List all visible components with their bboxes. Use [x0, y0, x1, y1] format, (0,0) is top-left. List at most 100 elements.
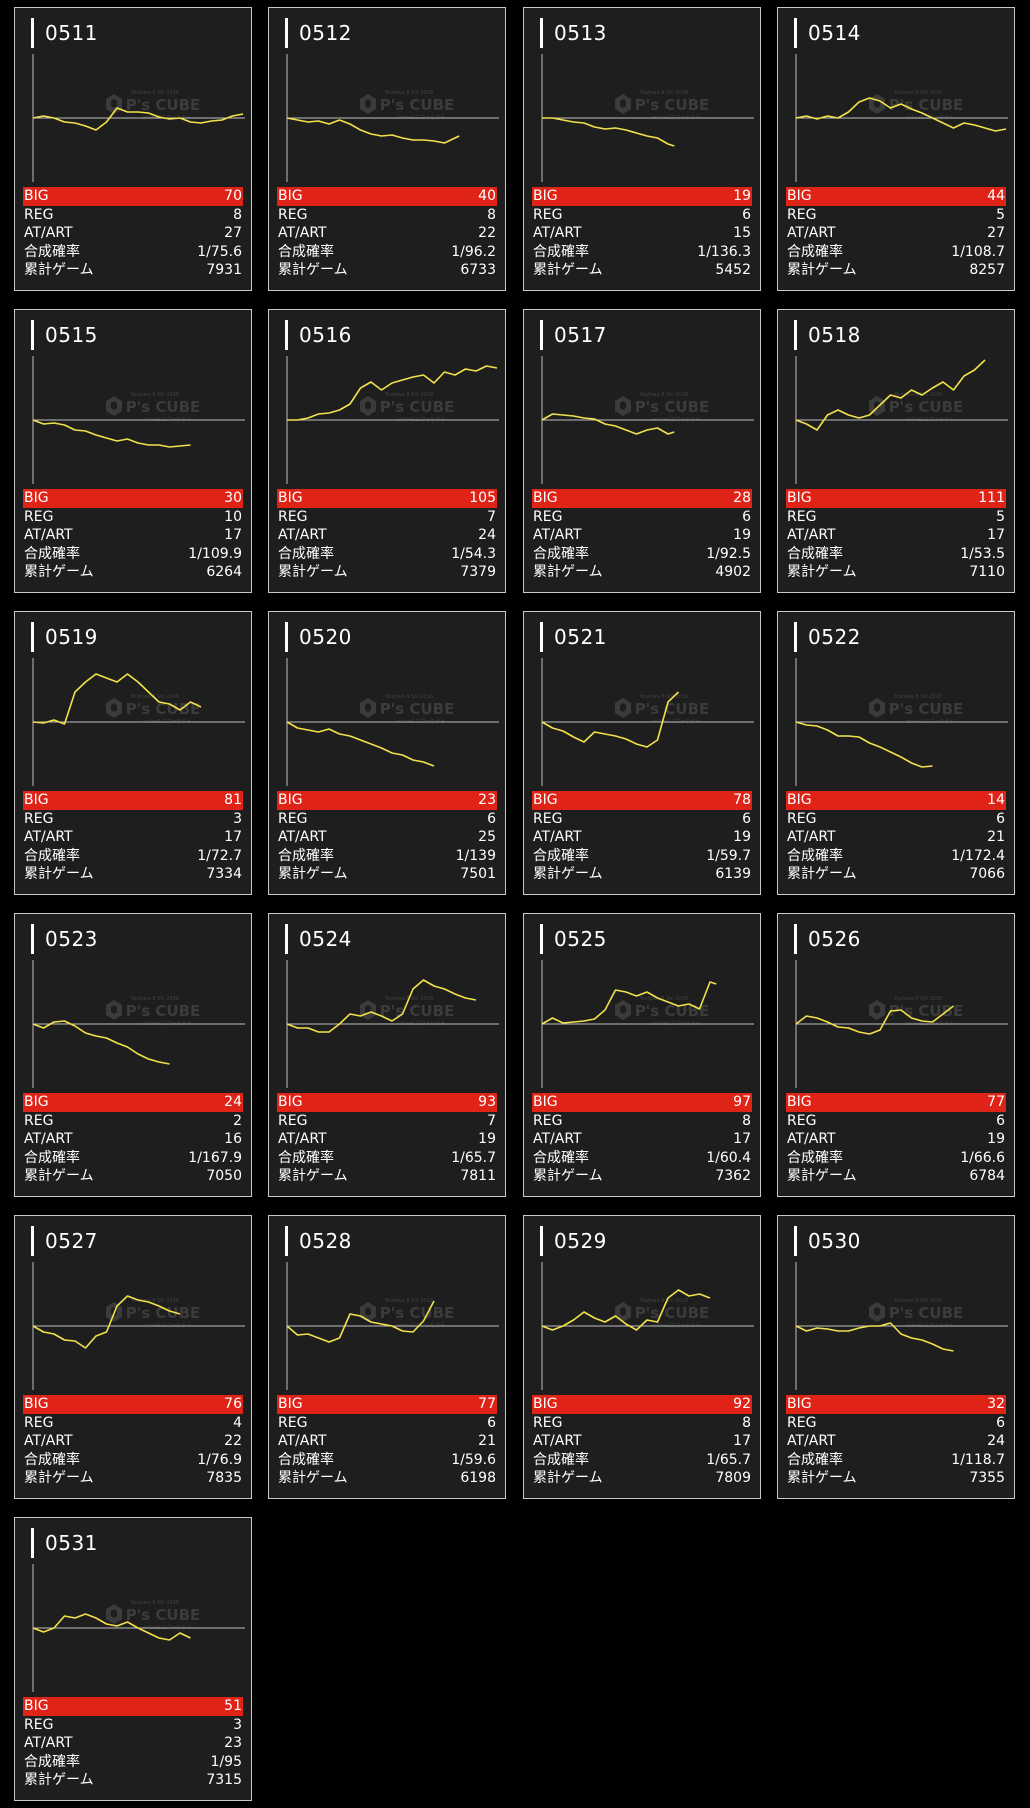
games-value: 7050 [206, 1168, 242, 1185]
rate-row: 合成確率 1/108.7 [786, 243, 1006, 262]
reg-label: REG [787, 1112, 817, 1129]
at-row: AT/ART 21 [277, 1432, 497, 1451]
big-label: BIG [787, 188, 812, 204]
watermark-top-text: Yoshiwa 8 Shi 2018 [130, 90, 179, 96]
machine-card[interactable]: 0524 Yoshiwa 8 Shi 2018 P's CUBE online1エヴァ… [268, 913, 506, 1197]
machine-card[interactable]: 0515 Yoshiwa 8 Shi 2018 P's CUBE online1エヴァ… [14, 309, 252, 593]
reg-row: REG 6 [786, 1112, 1006, 1131]
big-row: BIG 14 [786, 791, 1006, 810]
rate-row: 合成確率 1/96.2 [277, 243, 497, 262]
machine-card[interactable]: 0520 Yoshiwa 8 Shi 2018 P's CUBE online1エヴァ… [268, 611, 506, 895]
games-value: 7501 [460, 866, 496, 883]
machine-card[interactable]: 0526 Yoshiwa 8 Shi 2018 P's CUBE online1エヴァ… [777, 913, 1015, 1197]
machine-card[interactable]: 0528 Yoshiwa 8 Shi 2018 P's CUBE online1エヴァ… [268, 1215, 506, 1499]
big-value: 77 [987, 1094, 1005, 1110]
machine-card[interactable]: 0530 Yoshiwa 8 Shi 2018 P's CUBE online1エヴァ… [777, 1215, 1015, 1499]
machine-number: 0511 [31, 18, 98, 48]
games-label: 累計ゲーム [24, 262, 94, 279]
watermark-brand-text: P's CUBE [126, 1002, 201, 1020]
stats-table: BIG 40 REG 8 AT/ART 22 合成確率 1/96.2 累計ゲーム 6733 [277, 187, 497, 280]
machine-card[interactable]: 0511 Yoshiwa 8 Shi 2018 P's CUBE online1エヴァ… [14, 7, 252, 291]
slump-graph: Yoshiwa 8 Shi 2018 P's CUBE online1エヴァりポ＊ [15, 42, 253, 182]
big-value: 77 [478, 1396, 496, 1412]
machine-card[interactable]: 0527 Yoshiwa 8 Shi 2018 P's CUBE online1エヴァ… [14, 1215, 252, 1499]
games-value: 7931 [206, 262, 242, 279]
at-row: AT/ART 17 [23, 828, 243, 847]
machine-card[interactable]: 0525 Yoshiwa 8 Shi 2018 P's CUBE online1エヴァ… [523, 913, 761, 1197]
stats-table: BIG 32 REG 6 AT/ART 24 合成確率 1/118.7 累計ゲーム 7355 [786, 1395, 1006, 1488]
rate-label: 合成確率 [533, 1451, 589, 1468]
watermark-top-text: Yoshiwa 8 Shi 2018 [639, 996, 688, 1002]
at-row: AT/ART 27 [23, 224, 243, 243]
machine-card[interactable]: 0516 Yoshiwa 8 Shi 2018 P's CUBE online1エヴァ… [268, 309, 506, 593]
rate-label: 合成確率 [787, 1149, 843, 1166]
rate-value: 1/65.7 [706, 1451, 751, 1468]
big-value: 93 [478, 1094, 496, 1110]
big-value: 40 [478, 188, 496, 204]
games-label: 累計ゲーム [533, 1470, 603, 1487]
reg-row: REG 6 [532, 508, 752, 527]
games-value: 7066 [969, 866, 1005, 883]
machine-card[interactable]: 0531 Yoshiwa 8 Shi 2018 P's CUBE online1エヴァ… [14, 1517, 252, 1801]
slump-line [32, 1020, 170, 1065]
machine-number: 0517 [540, 320, 607, 350]
machine-card[interactable]: 0518 Yoshiwa 8 Shi 2018 P's CUBE online1エヴァ… [777, 309, 1015, 593]
big-value: 32 [987, 1396, 1005, 1412]
machine-card[interactable]: 0514 Yoshiwa 8 Shi 2018 P's CUBE online1エヴァ… [777, 7, 1015, 291]
machine-card[interactable]: 0519 Yoshiwa 8 Shi 2018 P's CUBE online1エヴァ… [14, 611, 252, 895]
slump-line [287, 365, 498, 421]
watermark-bottom-text: online1エヴァりポ＊ [397, 1322, 445, 1329]
games-value: 8257 [969, 262, 1005, 279]
machine-card[interactable]: 0517 Yoshiwa 8 Shi 2018 P's CUBE online1エヴァ… [523, 309, 761, 593]
at-value: 21 [987, 829, 1005, 846]
rate-row: 合成確率 1/139 [277, 847, 497, 866]
rate-label: 合成確率 [787, 545, 843, 562]
games-label: 累計ゲーム [533, 866, 603, 883]
rate-label: 合成確率 [278, 545, 334, 562]
reg-row: REG 4 [23, 1414, 243, 1433]
games-label: 累計ゲーム [787, 1470, 857, 1487]
stats-table: BIG 105 REG 7 AT/ART 24 合成確率 1/54.3 累計ゲーム 7379 [277, 489, 497, 582]
rate-label: 合成確率 [533, 847, 589, 864]
reg-row: REG 6 [532, 810, 752, 829]
machine-card[interactable]: 0521 Yoshiwa 8 Shi 2018 P's CUBE online1エヴァ… [523, 611, 761, 895]
cube-logo-icon [106, 1000, 122, 1020]
watermark-top-text: Yoshiwa 8 Shi 2018 [893, 1298, 942, 1304]
at-value: 25 [478, 829, 496, 846]
stats-table: BIG 77 REG 6 AT/ART 21 合成確率 1/59.6 累計ゲーム 6198 [277, 1395, 497, 1488]
at-value: 17 [733, 1131, 751, 1148]
machine-card[interactable]: 0522 Yoshiwa 8 Shi 2018 P's CUBE online1エヴァ… [777, 611, 1015, 895]
watermark-bottom-text: online1エヴァりポ＊ [397, 114, 445, 121]
rate-row: 合成確率 1/172.4 [786, 847, 1006, 866]
big-row: BIG 105 [277, 489, 497, 508]
reg-row: REG 8 [532, 1112, 752, 1131]
watermark-brand-text: P's CUBE [635, 700, 710, 718]
rate-row: 合成確率 1/118.7 [786, 1451, 1006, 1470]
stats-table: BIG 28 REG 6 AT/ART 19 合成確率 1/92.5 累計ゲーム 4902 [532, 489, 752, 582]
machine-card[interactable]: 0512 Yoshiwa 8 Shi 2018 P's CUBE online1エヴァ… [268, 7, 506, 291]
games-value: 7809 [715, 1470, 751, 1487]
rate-label: 合成確率 [24, 1753, 80, 1770]
machine-card[interactable]: 0529 Yoshiwa 8 Shi 2018 P's CUBE online1エヴァ… [523, 1215, 761, 1499]
reg-value: 2 [233, 1112, 242, 1129]
stats-table: BIG 70 REG 8 AT/ART 27 合成確率 1/75.6 累計ゲーム 7931 [23, 187, 243, 280]
big-label: BIG [24, 490, 49, 506]
at-label: AT/ART [533, 829, 582, 846]
rate-label: 合成確率 [533, 1149, 589, 1166]
slump-line [541, 1289, 711, 1331]
watermark-top-text: Yoshiwa 8 Shi 2018 [130, 1298, 179, 1304]
at-value: 17 [733, 1433, 751, 1450]
machine-card[interactable]: 0513 Yoshiwa 8 Shi 2018 P's CUBE online1エヴァ… [523, 7, 761, 291]
reg-label: REG [787, 206, 817, 223]
slump-graph: Yoshiwa 8 Shi 2018 P's CUBE online1エヴァりポ＊ [15, 948, 253, 1088]
games-value: 4902 [715, 564, 751, 581]
machine-card[interactable]: 0523 Yoshiwa 8 Shi 2018 P's CUBE online1エヴァ… [14, 913, 252, 1197]
reg-label: REG [787, 508, 817, 525]
at-row: AT/ART 17 [23, 526, 243, 545]
big-row: BIG 70 [23, 187, 243, 206]
